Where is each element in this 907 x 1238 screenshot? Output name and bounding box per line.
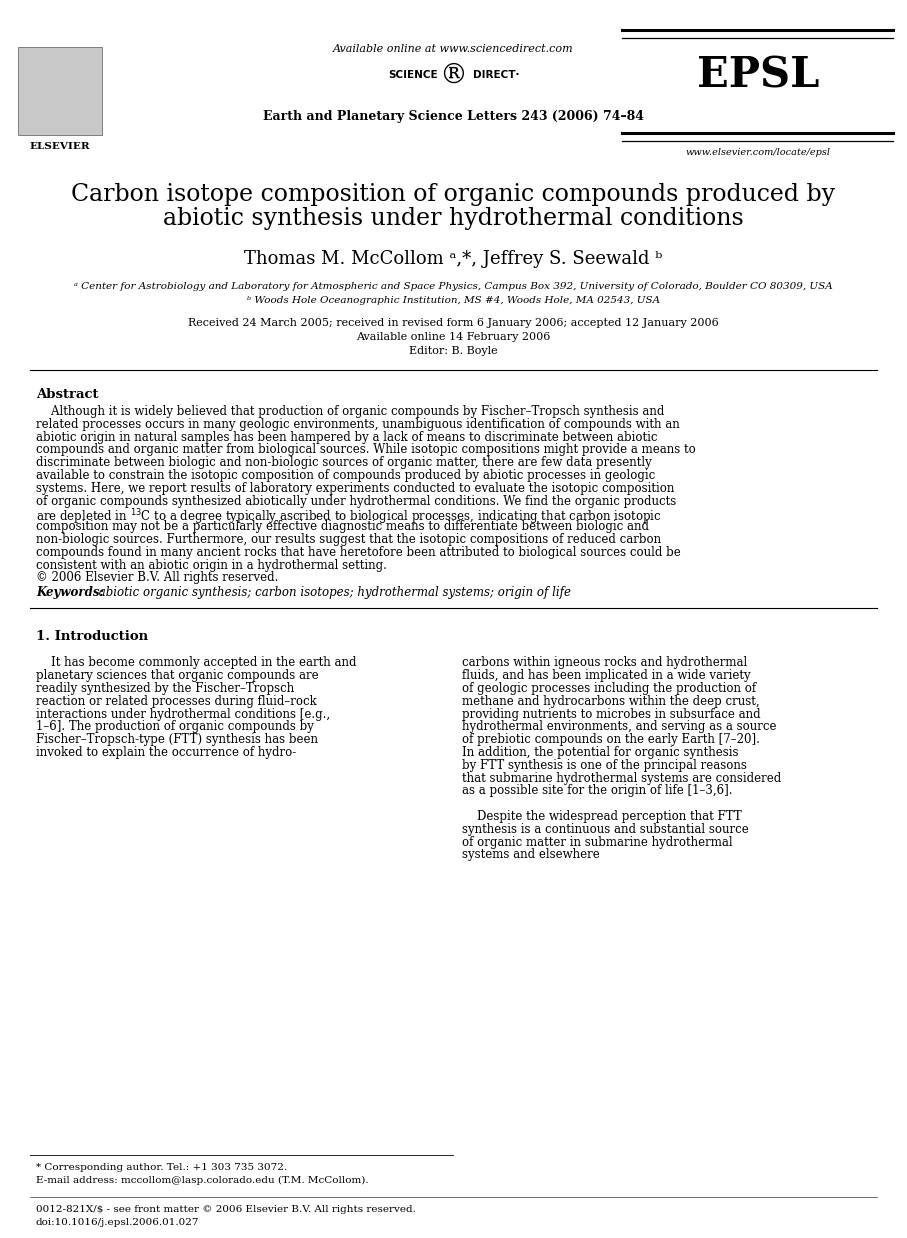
Text: Keywords:: Keywords: [36, 587, 104, 599]
Text: available to constrain the isotopic composition of compounds produced by abiotic: available to constrain the isotopic comp… [36, 469, 655, 482]
Text: Earth and Planetary Science Letters 243 (2006) 74–84: Earth and Planetary Science Letters 243 … [263, 110, 644, 123]
Text: of organic matter in submarine hydrothermal: of organic matter in submarine hydrother… [462, 836, 733, 848]
Text: composition may not be a particularly effective diagnostic means to differentiat: composition may not be a particularly ef… [36, 520, 649, 534]
Text: It has become commonly accepted in the earth and: It has become commonly accepted in the e… [36, 656, 356, 670]
Text: readily synthesized by the Fischer–Tropsch: readily synthesized by the Fischer–Trops… [36, 682, 294, 695]
Text: that submarine hydrothermal systems are considered: that submarine hydrothermal systems are … [462, 771, 781, 785]
Text: systems. Here, we report results of laboratory experiments conducted to evaluate: systems. Here, we report results of labo… [36, 482, 675, 495]
Text: interactions under hydrothermal conditions [e.g.,: interactions under hydrothermal conditio… [36, 708, 330, 721]
Text: doi:10.1016/j.epsl.2006.01.027: doi:10.1016/j.epsl.2006.01.027 [36, 1218, 200, 1227]
Text: as a possible site for the origin of life [1–3,6].: as a possible site for the origin of lif… [462, 785, 733, 797]
Text: of organic compounds synthesized abiotically under hydrothermal conditions. We f: of organic compounds synthesized abiotic… [36, 495, 677, 508]
Text: fluids, and has been implicated in a wide variety: fluids, and has been implicated in a wid… [462, 670, 751, 682]
Text: In addition, the potential for organic synthesis: In addition, the potential for organic s… [462, 747, 738, 759]
Text: Carbon isotope composition of organic compounds produced by: Carbon isotope composition of organic co… [72, 183, 835, 206]
Text: reaction or related processes during fluid–rock: reaction or related processes during flu… [36, 695, 317, 708]
Text: Received 24 March 2005; received in revised form 6 January 2006; accepted 12 Jan: Received 24 March 2005; received in revi… [188, 318, 719, 328]
Text: Fischer–Tropsch-type (FTT) synthesis has been: Fischer–Tropsch-type (FTT) synthesis has… [36, 733, 318, 747]
Text: Editor: B. Boyle: Editor: B. Boyle [409, 345, 498, 357]
Text: synthesis is a continuous and substantial source: synthesis is a continuous and substantia… [462, 823, 749, 836]
Text: related processes occurs in many geologic environments, unambiguous identificati: related processes occurs in many geologi… [36, 417, 679, 431]
Text: abiotic origin in natural samples has been hampered by a lack of means to discri: abiotic origin in natural samples has be… [36, 431, 658, 443]
Text: Available online at www.sciencedirect.com: Available online at www.sciencedirect.co… [333, 45, 574, 54]
Text: systems and elsewhere: systems and elsewhere [462, 848, 600, 862]
Text: carbons within igneous rocks and hydrothermal: carbons within igneous rocks and hydroth… [462, 656, 747, 670]
Text: ᵃ Center for Astrobiology and Laboratory for Atmospheric and Space Physics, Camp: ᵃ Center for Astrobiology and Laboratory… [74, 282, 833, 291]
Text: E-mail address: mccollom@lasp.colorado.edu (T.M. McCollom).: E-mail address: mccollom@lasp.colorado.e… [36, 1176, 368, 1185]
Text: © 2006 Elsevier B.V. All rights reserved.: © 2006 Elsevier B.V. All rights reserved… [36, 572, 278, 584]
Bar [18, 47, 102, 135]
Text: abiotic synthesis under hydrothermal conditions: abiotic synthesis under hydrothermal con… [163, 207, 744, 230]
Text: of geologic processes including the production of: of geologic processes including the prod… [462, 682, 756, 695]
Text: planetary sciences that organic compounds are: planetary sciences that organic compound… [36, 670, 318, 682]
Text: Despite the widespread perception that FTT: Despite the widespread perception that F… [462, 810, 742, 823]
Text: Available online 14 February 2006: Available online 14 February 2006 [356, 332, 551, 342]
Text: 1–6]. The production of organic compounds by: 1–6]. The production of organic compound… [36, 721, 314, 733]
Text: Although it is widely believed that production of organic compounds by Fischer–T: Although it is widely believed that prod… [36, 405, 664, 418]
Text: ᵇ Woods Hole Oceanographic Institution, MS #4, Woods Hole, MA 02543, USA: ᵇ Woods Hole Oceanographic Institution, … [247, 296, 660, 305]
Text: of prebiotic compounds on the early Earth [7–20].: of prebiotic compounds on the early Eart… [462, 733, 760, 747]
Text: discriminate between biologic and non-biologic sources of organic matter, there : discriminate between biologic and non-bi… [36, 456, 652, 469]
Text: Abstract: Abstract [36, 387, 99, 401]
Text: abiotic organic synthesis; carbon isotopes; hydrothermal systems; origin of life: abiotic organic synthesis; carbon isotop… [95, 587, 571, 599]
Text: EPSL: EPSL [697, 54, 819, 97]
Text: ®: ® [440, 62, 467, 89]
Text: compounds found in many ancient rocks that have heretofore been attributed to bi: compounds found in many ancient rocks th… [36, 546, 681, 558]
Text: 1. Introduction: 1. Introduction [36, 630, 148, 644]
Text: ELSEVIER: ELSEVIER [30, 142, 91, 151]
Text: consistent with an abiotic origin in a hydrothermal setting.: consistent with an abiotic origin in a h… [36, 558, 387, 572]
Text: SCIENCE: SCIENCE [389, 71, 438, 80]
Text: www.elsevier.com/locate/epsl: www.elsevier.com/locate/epsl [686, 149, 831, 157]
Text: compounds and organic matter from biological sources. While isotopic composition: compounds and organic matter from biolog… [36, 443, 696, 457]
Text: Thomas M. McCollom ᵃ,*, Jeffrey S. Seewald ᵇ: Thomas M. McCollom ᵃ,*, Jeffrey S. Seewa… [244, 250, 663, 267]
Text: methane and hydrocarbons within the deep crust,: methane and hydrocarbons within the deep… [462, 695, 760, 708]
Text: 0012-821X/$ - see front matter © 2006 Elsevier B.V. All rights reserved.: 0012-821X/$ - see front matter © 2006 El… [36, 1205, 416, 1214]
Text: providing nutrients to microbes in subsurface and: providing nutrients to microbes in subsu… [462, 708, 761, 721]
Text: by FTT synthesis is one of the principal reasons: by FTT synthesis is one of the principal… [462, 759, 746, 771]
Text: DIRECT·: DIRECT· [473, 71, 520, 80]
Text: non-biologic sources. Furthermore, our results suggest that the isotopic composi: non-biologic sources. Furthermore, our r… [36, 534, 661, 546]
Text: are depleted in $^{13}$C to a degree typically ascribed to biological processes,: are depleted in $^{13}$C to a degree typ… [36, 508, 662, 527]
Text: hydrothermal environments, and serving as a source: hydrothermal environments, and serving a… [462, 721, 776, 733]
Text: invoked to explain the occurrence of hydro-: invoked to explain the occurrence of hyd… [36, 747, 297, 759]
Text: * Corresponding author. Tel.: +1 303 735 3072.: * Corresponding author. Tel.: +1 303 735… [36, 1162, 288, 1172]
Bar [18, 47, 102, 135]
